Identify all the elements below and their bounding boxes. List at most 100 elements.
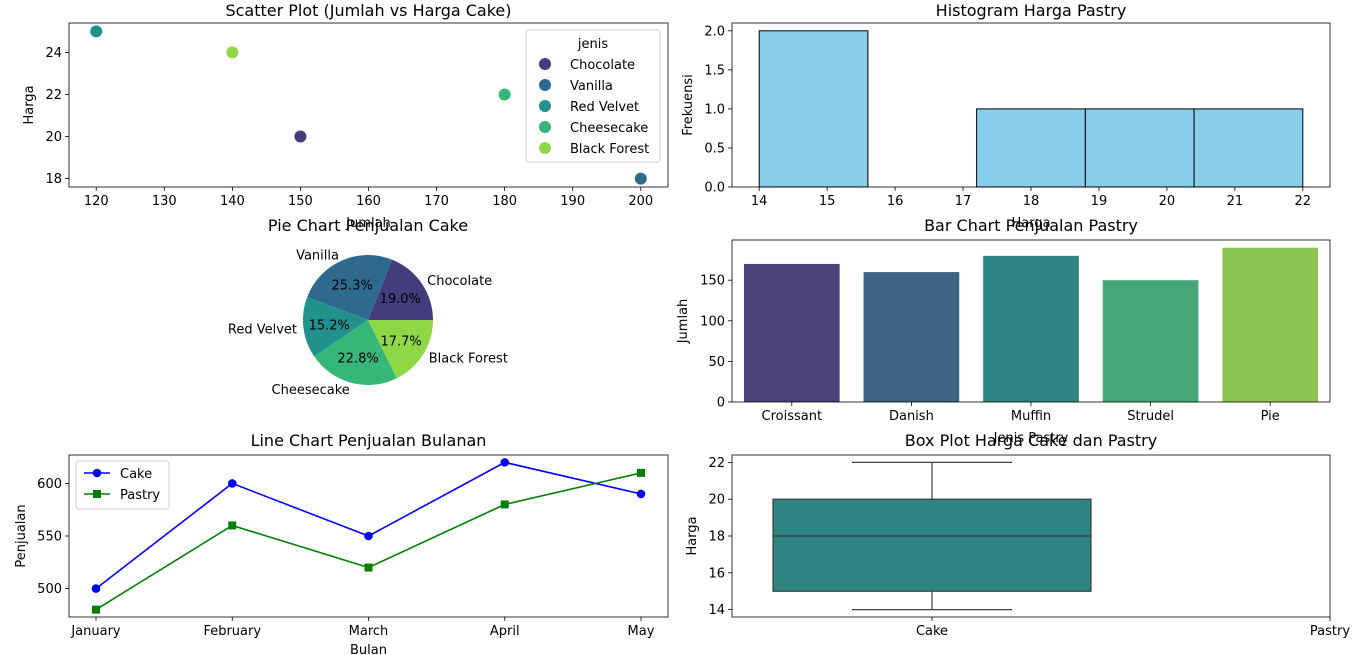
scatter-legend-label: Cheesecake [570,121,648,136]
bar [863,272,960,402]
bar-x-tick: Pie [1261,409,1280,424]
scatter-x-tick: 130 [152,194,177,209]
histogram-bar [1193,108,1304,188]
pie-slice [368,259,433,320]
scatter-legend-marker [539,58,551,70]
pie-slice [368,320,433,379]
line-x-tick: May [628,624,655,639]
pie-slice-percent: 15.2% [309,319,350,334]
line-legend-label: Cake [120,467,152,482]
line-x-tick: April [490,624,520,639]
bar-y-tick: 50 [708,355,725,370]
scatter-legend-label: Black Forest [570,142,649,157]
histogram-x-tick: 22 [1295,194,1312,209]
box-x-tick: Cake [916,624,948,639]
bar-x-tick: Muffin [1011,409,1051,424]
line-marker [227,479,237,488]
bar-y-label: Jumlah [676,299,691,345]
line-y-tick: 600 [37,477,62,492]
box [772,498,1092,592]
pie-slice-label: Cheesecake [272,383,350,398]
scatter-point [226,46,239,59]
bar-x-label: Jenis Pastry [993,431,1069,446]
histogram-x-label: Harga [1011,216,1050,231]
scatter-x-tick: 160 [356,194,381,209]
line-marker [92,605,100,614]
pie-slice-percent: 25.3% [332,278,373,293]
histogram-bar [758,30,869,188]
scatter-x-tick: 200 [628,194,653,209]
histogram-y-tick: 1.0 [704,102,725,117]
line-marker [500,500,509,509]
line-marker [636,489,646,499]
line-marker [364,563,373,572]
pie-title: Pie Chart Penjualan Cake [268,216,468,235]
scatter-point [634,172,647,185]
bar-y-tick: 0 [717,396,725,411]
histogram-x-tick: 21 [1227,194,1244,209]
box-title: Box Plot Harga Cake dan Pastry [905,431,1157,450]
bar-x-tick: Croissant [762,409,823,424]
scatter-point [294,130,307,143]
pie-slice-percent: 19.0% [380,292,421,307]
scatter-x-tick: 120 [84,194,109,209]
line-x-tick: January [70,624,121,639]
line-marker [91,584,101,593]
line-y-label: Penjualan [14,504,29,567]
histogram-x-tick: 15 [819,194,836,209]
histogram-x-tick: 20 [1159,194,1176,209]
histogram-x-tick: 17 [955,194,972,209]
bar [1102,280,1199,402]
scatter-legend-box [525,29,661,163]
line-legend-marker [92,468,102,478]
scatter-y-tick: 18 [45,172,62,187]
bar-x-tick: Danish [889,409,934,424]
pie-slice-percent: 17.7% [380,335,421,350]
line-x-label: Bulan [350,643,387,655]
scatter-legend-label: Red Velvet [570,100,639,115]
scatter-point [90,25,103,38]
scatter-x-tick: 150 [288,194,313,209]
bar [743,263,840,402]
pie-slice-label: Black Forest [429,352,508,367]
line-marker [637,468,645,477]
bar-y-tick: 100 [700,314,725,329]
scatter-legend-label: Vanilla [570,79,613,94]
scatter-y-tick: 22 [45,88,62,103]
line-y-tick: 550 [37,530,62,545]
scatter-legend-marker [539,100,551,112]
line-series-pastry [95,472,642,611]
box-y-tick: 22 [708,456,725,471]
pie-slice-label: Vanilla [296,249,339,264]
scatter-legend-marker [539,121,551,133]
histogram-x-tick: 18 [1023,194,1040,209]
line-title: Line Chart Penjualan Bulanan [251,431,487,450]
scatter-x-tick: 170 [424,194,449,209]
bar [983,255,1079,402]
line-marker [364,531,373,541]
histogram-y-tick: 2.0 [704,24,725,39]
scatter-title: Scatter Plot (Jumlah vs Harga Cake) [225,1,511,20]
scatter-x-tick: 190 [560,194,585,209]
box-x-tick: Pastry [1310,624,1350,639]
scatter-legend-marker [539,79,551,91]
scatter-y-label: Harga [22,85,37,124]
histogram-x-tick: 16 [887,194,904,209]
histogram-x-tick: 14 [751,194,768,209]
line-legend-label: Pastry [120,488,160,503]
histogram-y-tick: 0.5 [704,141,725,156]
box-y-tick: 18 [708,530,725,545]
scatter-legend-marker [539,142,551,154]
bar-y-tick: 150 [700,274,725,289]
scatter-x-tick: 180 [492,194,517,209]
scatter-y-tick: 24 [45,46,62,61]
line-marker [228,521,237,530]
histogram-x-tick: 19 [1091,194,1108,209]
histogram-y-label: Frekuensi [681,74,696,136]
bar [1222,247,1319,402]
scatter-point [498,88,511,101]
line-legend-marker [93,490,101,498]
histogram-title: Histogram Harga Pastry [936,1,1127,20]
scatter-legend-label: Chocolate [570,58,635,73]
pie-slice-percent: 22.8% [337,352,378,367]
